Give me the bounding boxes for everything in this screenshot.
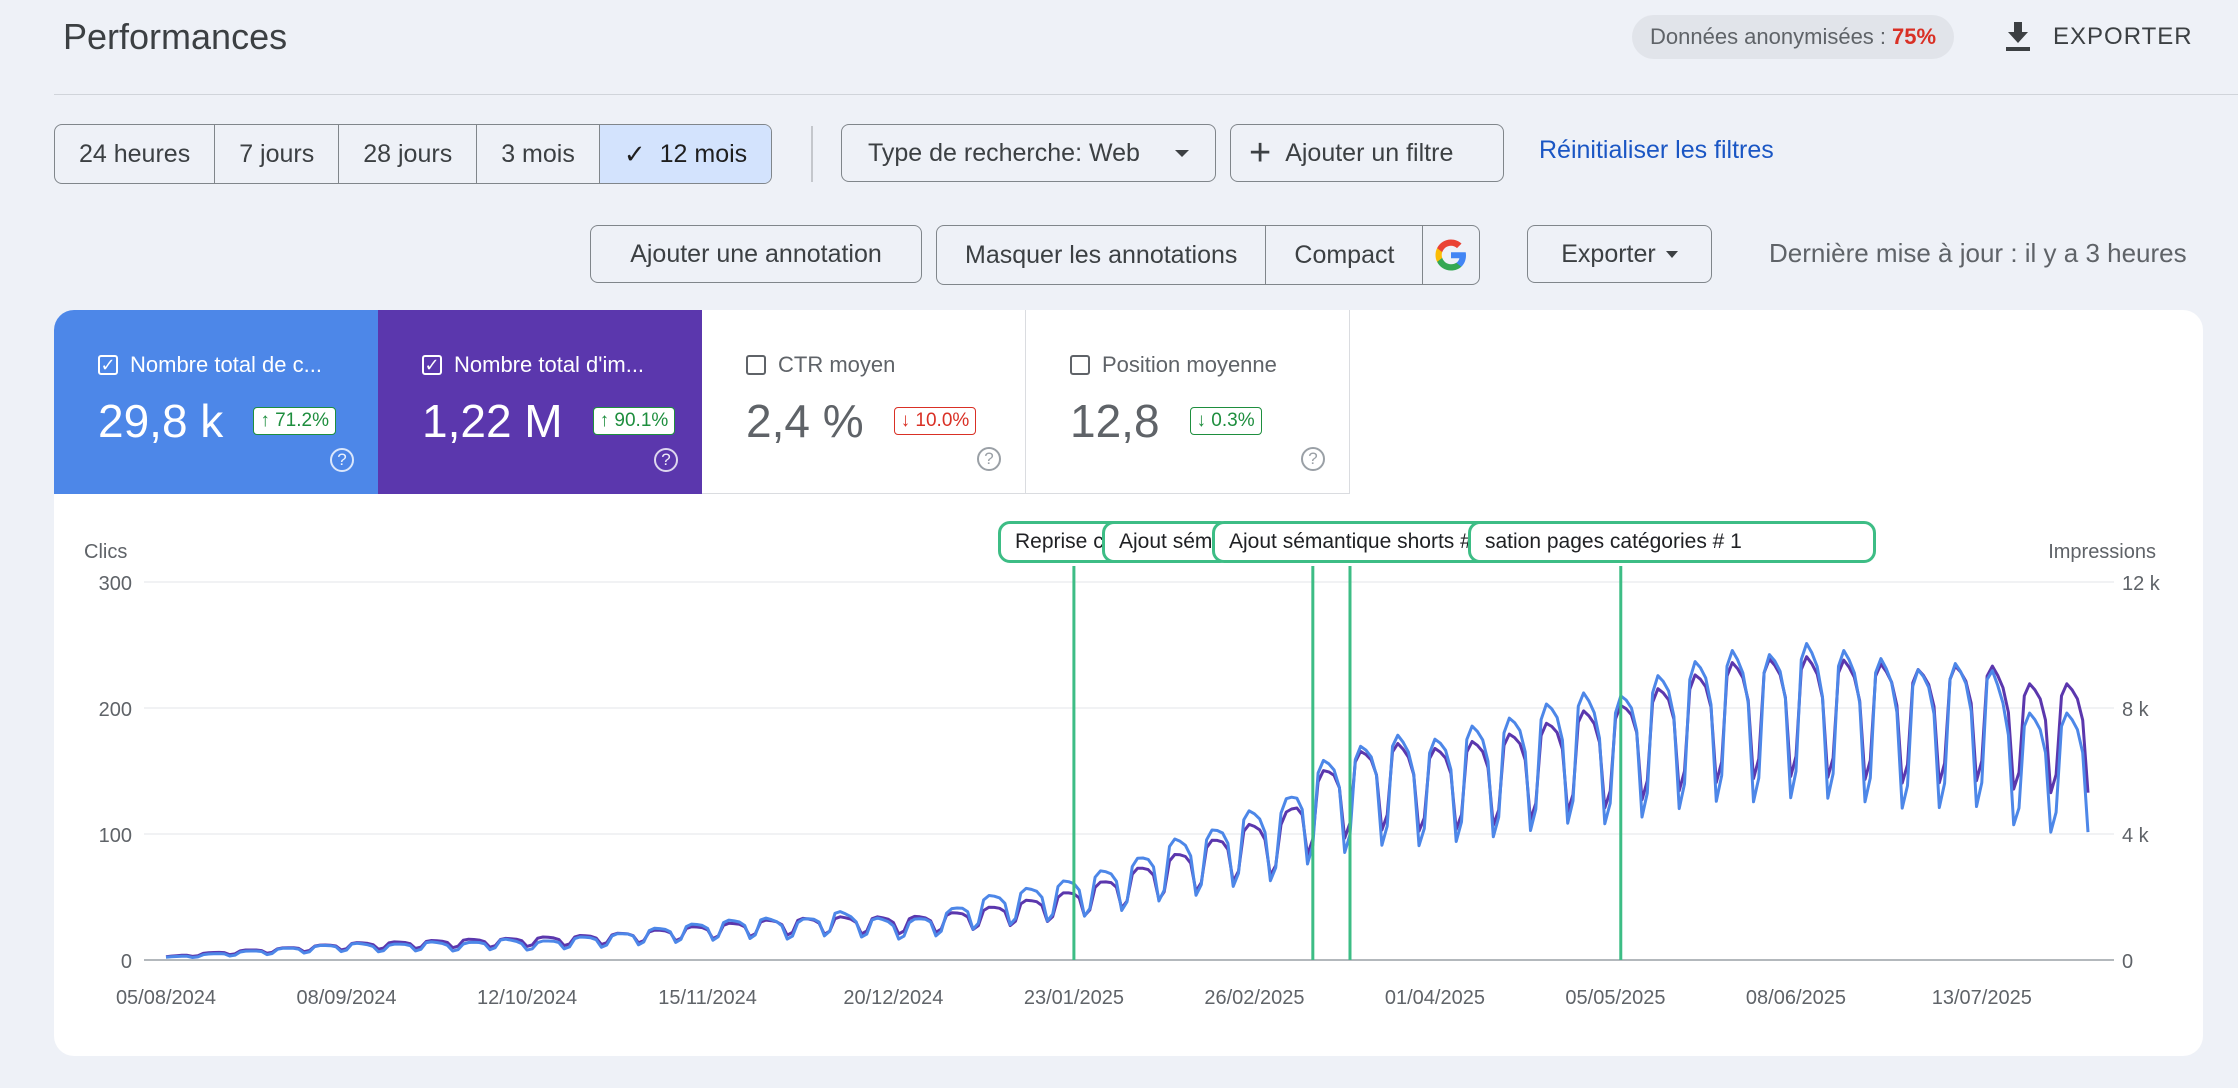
help-icon[interactable]: ? [654, 448, 678, 472]
plus-icon: + [1249, 132, 1272, 174]
google-button[interactable] [1423, 226, 1479, 284]
period-28d-label: 28 jours [363, 139, 453, 168]
caret-down-icon [1665, 250, 1678, 258]
metric-label: CTR moyen [778, 352, 896, 377]
x-tick-label: 08/06/2025 [1746, 987, 1846, 1009]
export-top-button[interactable]: EXPORTER [2005, 14, 2193, 60]
metric-tile-clicks[interactable]: ✓ Nombre total de c... 29,8 k ↑ 71.2% ? [54, 310, 378, 494]
x-tick-label: 23/01/2025 [1024, 987, 1124, 1009]
y-right-tick-label: 8 k [2122, 699, 2150, 721]
hide-annotations-button[interactable]: Masquer les annotations [937, 226, 1267, 284]
add-filter-label: Ajouter un filtre [1285, 138, 1454, 167]
add-annotation-button[interactable]: Ajouter une annotation [590, 225, 922, 283]
x-tick-label: 05/05/2025 [1565, 987, 1665, 1009]
y-right-tick-label: 12 k [2122, 573, 2161, 595]
help-icon[interactable]: ? [1301, 447, 1325, 471]
annotation-label[interactable]: Ajout sém [1102, 521, 1232, 563]
x-tick-label: 12/10/2024 [477, 987, 577, 1009]
annotation-label[interactable]: sation pages catégories # 1 [1468, 521, 1876, 563]
period-24h-label: 24 heures [79, 139, 191, 168]
period-24h[interactable]: 24 heures [55, 125, 216, 183]
search-type-dropdown[interactable]: Type de recherche: Web [841, 124, 1216, 182]
y-left-tick-label: 300 [99, 573, 132, 595]
x-tick-label: 26/02/2025 [1204, 987, 1304, 1009]
y-right-axis-label: Impressions [2048, 541, 2156, 563]
y-left-tick-label: 0 [121, 951, 132, 973]
anonymized-data-badge[interactable]: Données anonymisées : 75% [1632, 15, 1955, 59]
metric-value: 2,4 % [746, 395, 864, 447]
metric-value: 1,22 M [422, 395, 563, 447]
period-selector: 24 heures 7 jours 28 jours 3 mois ✓ 12 mo… [54, 124, 773, 184]
y-left-tick-label: 100 [99, 825, 132, 847]
period-3m-label: 3 mois [501, 139, 575, 168]
x-tick-label: 20/12/2024 [843, 987, 943, 1009]
period-7d-label: 7 jours [239, 139, 315, 168]
compact-label: Compact [1294, 240, 1395, 269]
performance-card: ✓ Nombre total de c... 29,8 k ↑ 71.2% ? ✓ N… [54, 310, 2203, 1056]
add-filter-button[interactable]: + Ajouter un filtre [1230, 124, 1504, 182]
x-tick-label: 13/07/2025 [1932, 987, 2032, 1009]
checkbox-unchecked-icon[interactable] [746, 355, 766, 375]
metric-tile-impressions[interactable]: ✓ Nombre total d'im... 1,22 M ↑ 90.1% ? [378, 310, 702, 494]
download-icon [2006, 22, 2030, 51]
y-left-tick-label: 200 [99, 699, 132, 721]
x-tick-label: 01/04/2025 [1385, 987, 1485, 1009]
checkbox-checked-icon[interactable]: ✓ [98, 355, 118, 375]
compact-button[interactable]: Compact [1266, 226, 1424, 284]
checkbox-unchecked-icon[interactable] [1070, 355, 1090, 375]
metric-value: 29,8 k [98, 395, 224, 447]
exporter-label: Exporter [1561, 239, 1656, 268]
reset-filters-link[interactable]: Réinitialiser les filtres [1539, 136, 1774, 164]
toolbar-separator [811, 126, 813, 182]
check-icon: ✓ [623, 138, 646, 169]
metric-change-badge: ↓ 0.3% [1189, 407, 1262, 435]
help-icon[interactable]: ? [330, 448, 354, 472]
metric-value: 12,8 [1070, 395, 1160, 447]
period-7d[interactable]: 7 jours [215, 125, 340, 183]
metric-label: Nombre total de c... [130, 352, 322, 377]
checkbox-checked-icon[interactable]: ✓ [422, 355, 442, 375]
y-left-axis-label: Clics [84, 541, 127, 563]
period-3m[interactable]: 3 mois [477, 125, 600, 183]
metric-change-badge: ↑ 71.2% [253, 407, 336, 435]
x-tick-label: 15/11/2024 [658, 987, 757, 1009]
metric-change-badge: ↑ 90.1% [592, 407, 676, 435]
series-line-clics [165, 642, 2090, 959]
x-tick-label: 08/09/2024 [296, 987, 396, 1009]
metric-change-badge: ↓ 10.0% [893, 407, 977, 435]
metric-label: Nombre total d'im... [454, 352, 645, 377]
y-right-tick-label: 4 k [2122, 825, 2150, 847]
exporter-dropdown[interactable]: Exporter [1527, 225, 1712, 283]
period-12m[interactable]: ✓ 12 mois [599, 125, 772, 183]
page-title: Performances [63, 16, 288, 57]
header-divider [54, 94, 2238, 95]
google-logo-icon [1435, 239, 1467, 271]
anonymized-data-label: Données anonymisées : [1650, 24, 1887, 49]
performance-chart[interactable]: 0 0 100 4 k 200 8 k 300 12 k Clics Impressions 05/… [54, 310, 2203, 1056]
metric-tile-ctr[interactable]: CTR moyen 2,4 % ↓ 10.0% ? [702, 310, 1026, 494]
help-icon[interactable]: ? [977, 447, 1001, 471]
metric-label: Position moyenne [1102, 352, 1277, 377]
metric-tile-position[interactable]: Position moyenne 12,8 ↓ 0.3% ? [1026, 310, 1350, 494]
anonymized-data-percent: 75% [1892, 24, 1937, 49]
last-update-text: Dernière mise à jour : il y a 3 heures [1769, 238, 2187, 268]
period-28d[interactable]: 28 jours [339, 125, 478, 183]
search-type-label: Type de recherche: Web [868, 138, 1140, 167]
export-top-label: EXPORTER [2053, 23, 2193, 50]
y-right-tick-label: 0 [2122, 951, 2133, 973]
caret-down-icon [1175, 149, 1189, 157]
annotation-toolbar-group: Masquer les annotations Compact [936, 225, 1481, 285]
period-12m-label: 12 mois [659, 139, 748, 168]
x-tick-label: 05/08/2024 [116, 987, 216, 1009]
hide-annotations-label: Masquer les annotations [965, 240, 1238, 269]
